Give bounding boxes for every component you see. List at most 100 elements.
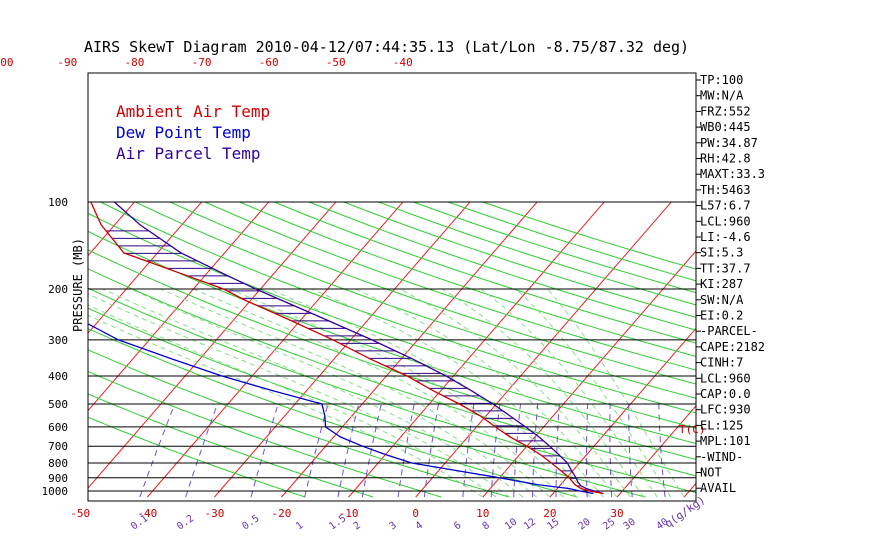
index-label: KI:287 bbox=[700, 277, 743, 291]
moist-adiabat-line bbox=[88, 293, 510, 498]
mixing-ratio-tick-label: 4 bbox=[414, 520, 425, 532]
profile-curves bbox=[88, 201, 604, 495]
temp-tick-label: -10 bbox=[339, 507, 359, 520]
mixing-ratio-line bbox=[361, 403, 382, 498]
dry-adiabat-line bbox=[378, 201, 696, 306]
pressure-tick-label: 400 bbox=[48, 370, 68, 383]
index-label: SI:5.3 bbox=[700, 246, 743, 260]
dry-adiabat-line bbox=[135, 201, 696, 399]
index-label: MPL:101 bbox=[700, 434, 751, 448]
isotherm-line bbox=[616, 405, 696, 498]
dry-adiabat-line bbox=[100, 201, 696, 414]
mixing-ratio-line bbox=[532, 403, 539, 498]
index-label: WB0:445 bbox=[700, 120, 751, 134]
dry-adiabat-line bbox=[239, 201, 696, 357]
pressure-tick-label: 700 bbox=[48, 440, 68, 453]
dry-adiabat-line bbox=[308, 201, 696, 331]
index-label: PW:34.87 bbox=[700, 136, 758, 150]
temp-tick-label: -40 bbox=[137, 507, 157, 520]
dewpoint-line bbox=[88, 323, 594, 495]
index-label: CAP:0.0 bbox=[700, 387, 751, 401]
index-label: LCL:960 bbox=[700, 214, 751, 228]
dry-adiabat-line bbox=[88, 328, 578, 498]
index-label: MAXT:33.3 bbox=[700, 167, 765, 181]
pressure-tick-label: 900 bbox=[48, 472, 68, 485]
moist-adiabat-line bbox=[88, 304, 497, 498]
mixing-ratio-line bbox=[139, 403, 176, 498]
parcel-temp-line bbox=[113, 201, 604, 495]
moist-adiabat-line bbox=[130, 288, 537, 498]
mixing-ratio-tick-label: 1 bbox=[294, 520, 305, 532]
index-label: -PARCEL- bbox=[700, 324, 758, 338]
dry-adiabat-line bbox=[88, 212, 696, 429]
mixing-ratio-tick-label: 0.2 bbox=[175, 513, 196, 532]
temp-tick-label: -30 bbox=[204, 507, 224, 520]
isotherm-line bbox=[214, 201, 471, 498]
dry-adiabat-line bbox=[447, 201, 696, 282]
isotherm-line bbox=[281, 201, 538, 498]
mixing-ratio-line bbox=[337, 403, 360, 498]
isotherm-line bbox=[88, 201, 270, 412]
isotherm-line bbox=[88, 201, 202, 334]
mixing-ratio-tick-label: 12 bbox=[522, 517, 538, 533]
plot-frame bbox=[87, 72, 697, 502]
index-label: -WIND- bbox=[700, 450, 743, 464]
dry-adiabat-line bbox=[343, 201, 696, 318]
isotherm-line bbox=[751, 202, 870, 497]
dry-adiabat-line bbox=[88, 349, 510, 498]
moist-adiabat-line bbox=[399, 288, 631, 498]
index-label: EI:0.2 bbox=[700, 309, 743, 323]
index-label: LFC:930 bbox=[700, 403, 751, 417]
dry-adiabat-line bbox=[413, 201, 696, 294]
moist-adiabat-line bbox=[515, 288, 672, 498]
temp-tick-label: -50 bbox=[70, 507, 90, 520]
moist-adiabat-line bbox=[193, 288, 564, 498]
dry-adiabat-line bbox=[88, 268, 696, 477]
top-temp-tick-label: -40 bbox=[393, 56, 413, 69]
index-label: EL:125 bbox=[700, 418, 743, 432]
index-label: AVAIL bbox=[700, 481, 736, 495]
index-label: CAPE:2182 bbox=[700, 340, 765, 354]
index-label: L57:6.7 bbox=[700, 199, 751, 213]
dry-adiabat-line bbox=[274, 201, 696, 344]
temp-tick-label: 30 bbox=[610, 507, 623, 520]
top-temp-tick-label: -50 bbox=[326, 56, 346, 69]
moist-adiabat-line bbox=[441, 288, 645, 498]
isotherm-line bbox=[549, 327, 696, 498]
y-axis-label: PRESSURE (MB) bbox=[71, 238, 85, 332]
mixing-ratio-tick-label: 6 bbox=[452, 520, 463, 532]
dry-adiabat-line bbox=[169, 201, 696, 385]
moist-adiabat-line bbox=[268, 288, 591, 498]
mixing-ratio-tick-label: 0.5 bbox=[240, 513, 261, 532]
index-label: RH:42.8 bbox=[700, 152, 751, 166]
mixing-ratio-tick-label: 10 bbox=[503, 517, 519, 533]
pressure-tick-label: 600 bbox=[48, 421, 68, 434]
top-temp-tick-label: -80 bbox=[125, 56, 145, 69]
index-label: TT:37.7 bbox=[700, 261, 751, 275]
index-label: SW:N/A bbox=[700, 293, 744, 307]
index-label: LI:-4.6 bbox=[700, 230, 751, 244]
chart-title: AIRS SkewT Diagram 2010-04-12/07:44:35.1… bbox=[84, 38, 689, 56]
moist-adiabat-line bbox=[547, 288, 685, 498]
legend-parcel: Air Parcel Temp bbox=[116, 144, 261, 163]
mixing-ratio-tick-label: 8 bbox=[481, 520, 492, 532]
mixing-ratio-tick-label: 3 bbox=[388, 520, 399, 532]
mixing-ratio-line bbox=[250, 403, 279, 498]
mixing-ratio-line bbox=[513, 403, 521, 498]
grid-layer bbox=[88, 201, 870, 498]
dry-adiabat-line bbox=[204, 201, 696, 371]
mixing-ratio-tick-label: 2 bbox=[352, 520, 363, 532]
temp-tick-label: 0 bbox=[412, 507, 419, 520]
moist-adiabat-line bbox=[88, 314, 484, 498]
pressure-tick-label: 200 bbox=[48, 283, 68, 296]
index-label: TP:100 bbox=[700, 73, 743, 87]
moist-adiabat-line bbox=[355, 288, 618, 498]
mixing-ratio-line bbox=[490, 403, 501, 498]
isotherm-line bbox=[146, 201, 404, 498]
top-temp-tick-label: -60 bbox=[259, 56, 279, 69]
dry-adiabat-line bbox=[88, 370, 442, 498]
mixing-ratio-line bbox=[628, 404, 633, 498]
temp-tick-label: -20 bbox=[272, 507, 292, 520]
temp-tick-label: 20 bbox=[543, 507, 556, 520]
